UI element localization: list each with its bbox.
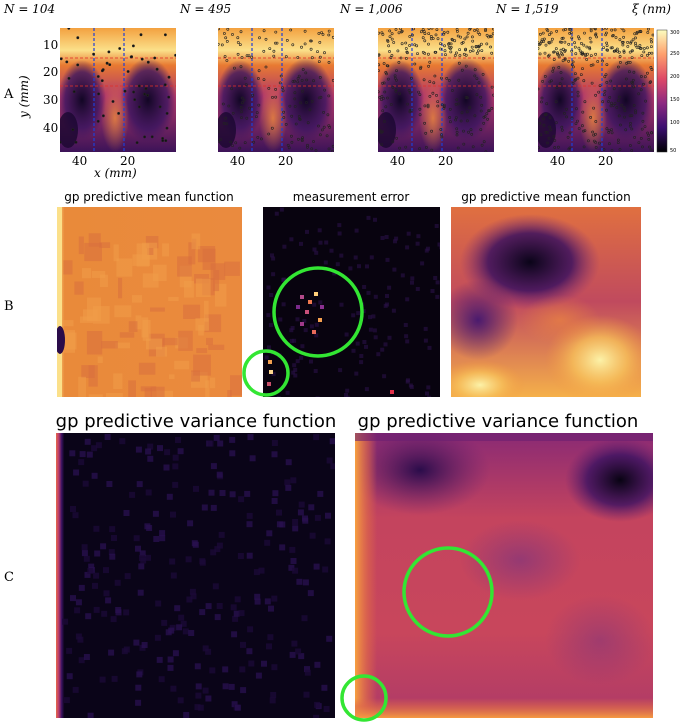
- colorbar: [656, 29, 668, 153]
- panel-b1-mean-map: [57, 207, 242, 397]
- panel-a2-sample-count: N = 495: [179, 2, 231, 16]
- y-axis-label: y (mm): [17, 75, 31, 119]
- colorbar-tick-100: 100: [670, 120, 680, 126]
- x-tick-a1-20: 20: [120, 154, 135, 168]
- panel-a3-heatmap: [378, 28, 494, 152]
- colorbar-tick-50: 50: [670, 148, 676, 154]
- x-tick-a4-40: 40: [550, 154, 565, 168]
- x-tick-a2-40: 40: [230, 154, 245, 168]
- x-tick-a2-20: 20: [278, 154, 293, 168]
- row-a-heatmaps: [60, 28, 654, 152]
- panel-b2-error-map: [263, 207, 440, 397]
- colorbar-label: ξ (nm): [632, 2, 671, 16]
- y-tick-10: 10: [43, 38, 58, 52]
- panel-c1-title: gp predictive variance function: [56, 411, 337, 432]
- colorbar-tick-200: 200: [670, 74, 680, 80]
- panel-b3-title: gp predictive mean function: [461, 190, 630, 204]
- highlight-circle-variance-corner: [340, 674, 388, 722]
- x-tick-a3-40: 40: [390, 154, 405, 168]
- highlight-circle-error-cluster: [272, 266, 364, 358]
- y-tick-40: 40: [43, 121, 58, 135]
- highlight-circle-error-corner: [242, 349, 290, 397]
- x-tick-a1-40: 40: [72, 154, 87, 168]
- panel-a1-heatmap: [60, 28, 176, 152]
- y-tick-30: 30: [43, 93, 58, 107]
- row-label-a: A: [3, 87, 14, 102]
- panel-a3-sample-count: N = 1,006: [339, 2, 403, 16]
- panel-a1-sample-count: N = 104: [3, 2, 55, 16]
- colorbar-tick-150: 150: [670, 97, 680, 103]
- panel-c2-title: gp predictive variance function: [358, 411, 639, 432]
- panel-a2-heatmap: [218, 28, 334, 152]
- panel-b1-title: gp predictive mean function: [64, 190, 233, 204]
- x-axis-label: x (mm): [94, 166, 137, 180]
- row-label-c: C: [4, 570, 14, 585]
- panel-b3-smooth-mean-map: [451, 207, 641, 397]
- colorbar-tick-300: 300: [670, 30, 680, 36]
- highlight-circle-variance-center: [402, 546, 494, 638]
- panel-c2-smooth-variance-map: [355, 433, 653, 718]
- colorbar-tick-250: 250: [670, 51, 680, 57]
- panel-a4-heatmap: [538, 28, 654, 152]
- x-tick-a3-20: 20: [438, 154, 453, 168]
- panel-a4-sample-count: N = 1,519: [495, 2, 559, 16]
- x-tick-a4-20: 20: [598, 154, 613, 168]
- panel-b2-title: measurement error: [293, 190, 410, 204]
- y-tick-20: 20: [43, 65, 58, 79]
- row-label-b: B: [4, 299, 14, 314]
- panel-c1-variance-map: [56, 433, 335, 718]
